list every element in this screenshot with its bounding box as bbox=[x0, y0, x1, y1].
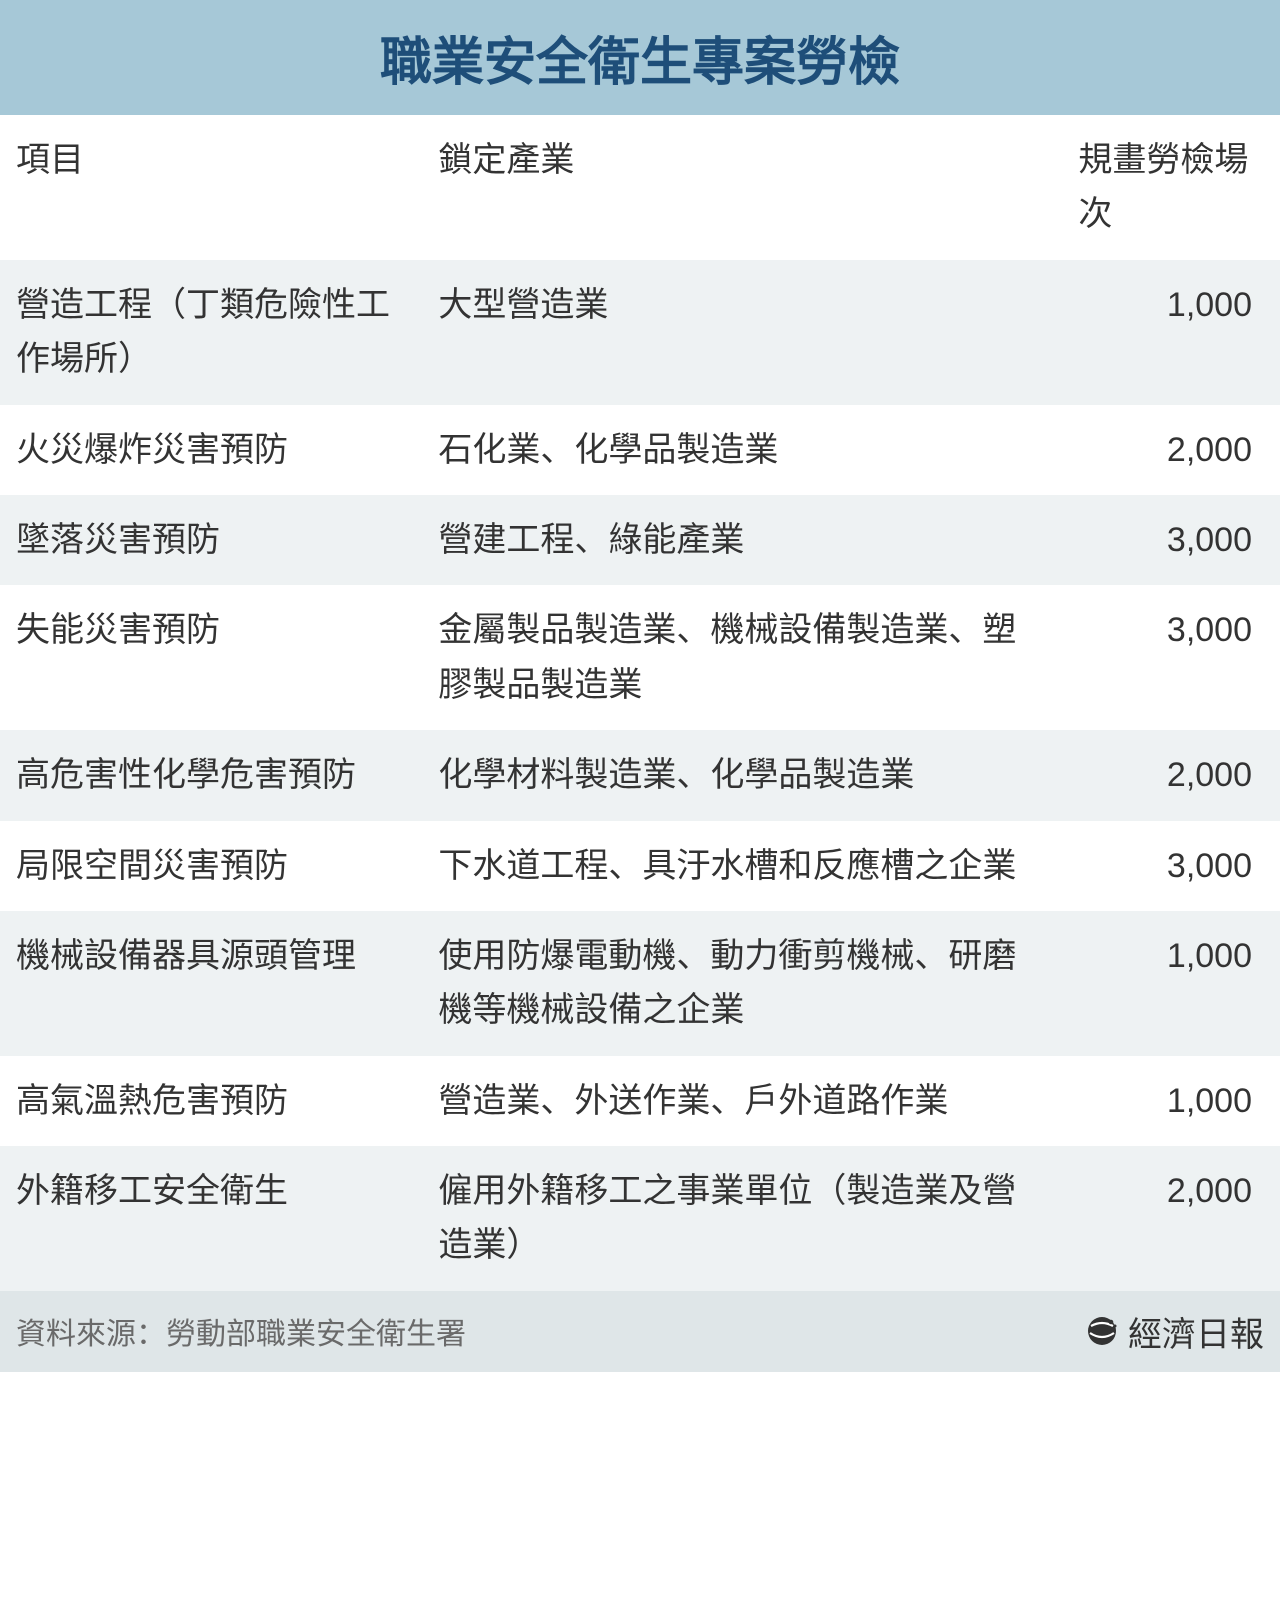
table-body: 營造工程（丁類危險性工作場所）大型營造業1,000火災爆炸災害預防石化業、化學品… bbox=[0, 260, 1280, 1291]
cell-item: 高氣溫熱危害預防 bbox=[0, 1056, 422, 1146]
cell-industry: 金屬製品製造業、機械設備製造業、塑膠製品製造業 bbox=[422, 585, 1062, 730]
table-row: 營造工程（丁類危險性工作場所）大型營造業1,000 bbox=[0, 260, 1280, 405]
cell-item: 局限空間災害預防 bbox=[0, 821, 422, 911]
cell-count: 2,000 bbox=[1062, 405, 1280, 495]
cell-count: 1,000 bbox=[1062, 911, 1280, 1056]
table-row: 機械設備器具源頭管理使用防爆電動機、動力衝剪機械、研磨機等機械設備之企業1,00… bbox=[0, 911, 1280, 1056]
cell-item: 高危害性化學危害預防 bbox=[0, 730, 422, 820]
cell-count: 1,000 bbox=[1062, 260, 1280, 405]
cell-count: 2,000 bbox=[1062, 730, 1280, 820]
cell-count: 1,000 bbox=[1062, 1056, 1280, 1146]
table-row: 高危害性化學危害預防化學材料製造業、化學品製造業2,000 bbox=[0, 730, 1280, 820]
cell-industry: 大型營造業 bbox=[422, 260, 1062, 405]
publisher-name: 經濟日報 bbox=[1128, 1307, 1264, 1356]
cell-industry: 化學材料製造業、化學品製造業 bbox=[422, 730, 1062, 820]
source-label: 資料來源：勞動部職業安全衛生署 bbox=[16, 1309, 466, 1353]
cell-item: 營造工程（丁類危險性工作場所） bbox=[0, 260, 422, 405]
cell-industry: 使用防爆電動機、動力衝剪機械、研磨機等機械設備之企業 bbox=[422, 911, 1062, 1056]
cell-item: 外籍移工安全衛生 bbox=[0, 1146, 422, 1291]
publisher-logo: 經濟日報 bbox=[1084, 1307, 1264, 1356]
globe-icon bbox=[1084, 1313, 1120, 1349]
table-row: 局限空間災害預防下水道工程、具汙水槽和反應槽之企業3,000 bbox=[0, 821, 1280, 911]
table-row: 高氣溫熱危害預防營造業、外送作業、戶外道路作業1,000 bbox=[0, 1056, 1280, 1146]
table-row: 失能災害預防金屬製品製造業、機械設備製造業、塑膠製品製造業3,000 bbox=[0, 585, 1280, 730]
col-header-count: 規畫勞檢場次 bbox=[1062, 115, 1280, 260]
cell-item: 火災爆炸災害預防 bbox=[0, 405, 422, 495]
cell-item: 失能災害預防 bbox=[0, 585, 422, 730]
cell-industry: 石化業、化學品製造業 bbox=[422, 405, 1062, 495]
cell-item: 墜落災害預防 bbox=[0, 495, 422, 585]
cell-industry: 下水道工程、具汙水槽和反應槽之企業 bbox=[422, 821, 1062, 911]
table-row: 墜落災害預防營建工程、綠能產業3,000 bbox=[0, 495, 1280, 585]
table-header-row: 項目 鎖定產業 規畫勞檢場次 bbox=[0, 115, 1280, 260]
cell-count: 2,000 bbox=[1062, 1146, 1280, 1291]
cell-item: 機械設備器具源頭管理 bbox=[0, 911, 422, 1056]
data-table: 項目 鎖定產業 規畫勞檢場次 營造工程（丁類危險性工作場所）大型營造業1,000… bbox=[0, 115, 1280, 1291]
table-footer: 資料來源：勞動部職業安全衛生署 經濟日報 bbox=[0, 1291, 1280, 1372]
cell-industry: 營造業、外送作業、戶外道路作業 bbox=[422, 1056, 1062, 1146]
table-row: 外籍移工安全衛生僱用外籍移工之事業單位（製造業及營造業）2,000 bbox=[0, 1146, 1280, 1291]
page-title: 職業安全衛生專案勞檢 bbox=[0, 0, 1280, 115]
col-header-industry: 鎖定產業 bbox=[422, 115, 1062, 260]
table-row: 火災爆炸災害預防石化業、化學品製造業2,000 bbox=[0, 405, 1280, 495]
cell-industry: 僱用外籍移工之事業單位（製造業及營造業） bbox=[422, 1146, 1062, 1291]
col-header-item: 項目 bbox=[0, 115, 422, 260]
table-container: 職業安全衛生專案勞檢 項目 鎖定產業 規畫勞檢場次 營造工程（丁類危險性工作場所… bbox=[0, 0, 1280, 1372]
cell-count: 3,000 bbox=[1062, 495, 1280, 585]
cell-count: 3,000 bbox=[1062, 821, 1280, 911]
cell-industry: 營建工程、綠能產業 bbox=[422, 495, 1062, 585]
cell-count: 3,000 bbox=[1062, 585, 1280, 730]
